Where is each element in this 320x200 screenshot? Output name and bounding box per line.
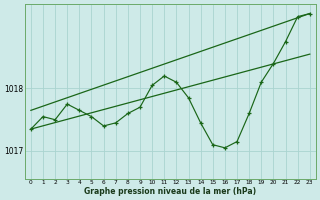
X-axis label: Graphe pression niveau de la mer (hPa): Graphe pression niveau de la mer (hPa)	[84, 187, 256, 196]
